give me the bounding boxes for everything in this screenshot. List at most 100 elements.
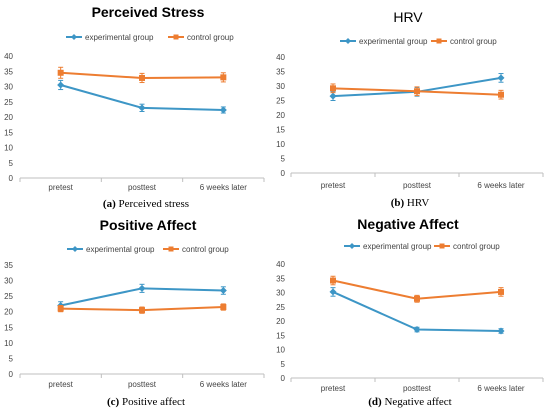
data-point-control-group (220, 74, 227, 81)
data-point-experimental-group (497, 327, 505, 335)
legend-label-experimental-group: experimental group (85, 33, 154, 42)
legend-marker-experimental-group (71, 34, 77, 40)
y-tick-label: 15 (4, 323, 13, 332)
x-tick-label-pretest: pretest (321, 384, 346, 393)
y-tick-label: 15 (276, 331, 285, 340)
chart-panel-negative-affect: Negative Affect experimental group control… (276, 216, 544, 408)
data-point-control-group (414, 88, 420, 95)
data-point-control-group (220, 304, 227, 311)
y-tick-label: 5 (9, 159, 14, 168)
x-tick-label-pretest: pretest (321, 181, 346, 190)
data-point-control-group (414, 295, 420, 302)
y-tick-label: 20 (4, 113, 13, 122)
x-tick-label-6-weeks-later: 6 weeks later (200, 183, 247, 192)
caption-letter: (d) (368, 396, 382, 408)
x-tick-label-6-weeks-later: 6 weeks later (200, 380, 247, 389)
data-point-control-group (139, 74, 145, 81)
legend-label-experimental-group: experimental group (363, 242, 432, 251)
caption-text: HRV (404, 197, 429, 209)
caption-letter: (a) (103, 198, 116, 210)
legend-marker-control-group (173, 34, 179, 40)
chart-title: Positive Affect (100, 217, 197, 233)
data-point-experimental-group (413, 326, 421, 334)
y-tick-label: 5 (281, 155, 286, 164)
data-point-experimental-group (138, 104, 146, 112)
caption-text: Positive affect (119, 396, 185, 408)
x-tick-label-6-weeks-later: 6 weeks later (477, 181, 524, 190)
data-point-control-group (330, 277, 336, 284)
chart-title: HRV (393, 9, 423, 25)
data-point-experimental-group (329, 92, 337, 100)
y-tick-label: 20 (4, 308, 13, 317)
y-tick-label: 10 (276, 346, 285, 355)
x-tick-label-pretest: pretest (48, 380, 73, 389)
y-tick-label: 0 (281, 169, 286, 178)
legend-label-control-group: control group (182, 245, 229, 254)
y-tick-label: 25 (276, 97, 285, 106)
caption-text: Negative affect (382, 396, 452, 408)
y-tick-label: 15 (276, 126, 285, 135)
caption-letter: (c) (107, 396, 120, 408)
x-tick-label-pretest: pretest (48, 183, 73, 192)
legend-marker-control-group (168, 246, 174, 252)
data-point-control-group (498, 91, 504, 98)
caption-text: Perceived stress (116, 198, 189, 210)
y-tick-label: 35 (4, 261, 13, 270)
y-tick-label: 0 (281, 374, 286, 383)
legend-label-control-group: control group (450, 37, 497, 46)
chart-caption: (a) Perceived stress (103, 198, 189, 210)
caption-letter: (b) (391, 197, 405, 209)
legend-marker-control-group (439, 243, 445, 249)
data-point-experimental-group (57, 81, 65, 89)
legend-label-control-group: control group (187, 33, 234, 42)
x-tick-label-posttest: posttest (128, 380, 157, 389)
data-point-control-group (139, 307, 145, 314)
chart-title: Negative Affect (357, 216, 459, 232)
y-tick-label: 40 (276, 53, 285, 62)
data-point-control-group (498, 288, 504, 295)
legend-label-experimental-group: experimental group (359, 37, 428, 46)
legend-marker-experimental-group (345, 38, 351, 44)
data-point-experimental-group (219, 287, 227, 295)
chart-panel-perceived-stress: Perceived Stress experimental group contro… (4, 4, 265, 210)
y-tick-label: 0 (9, 370, 14, 379)
x-tick-label-6-weeks-later: 6 weeks later (477, 384, 524, 393)
chart-panel-positive-affect: Positive Affect experimental group control… (4, 217, 265, 408)
y-tick-label: 40 (276, 260, 285, 269)
y-tick-label: 35 (276, 68, 285, 77)
data-point-control-group (330, 85, 336, 92)
y-tick-label: 25 (4, 98, 13, 107)
x-tick-label-posttest: posttest (128, 183, 157, 192)
y-tick-label: 35 (276, 274, 285, 283)
chart-caption: (b) HRV (391, 197, 430, 209)
y-tick-label: 25 (4, 292, 13, 301)
data-point-experimental-group (138, 284, 146, 292)
chart-caption: (c) Positive affect (107, 396, 185, 408)
y-tick-label: 40 (4, 52, 13, 61)
chart-panel-hrv: HRV experimental group control group 0 5 10 15… (276, 9, 544, 209)
x-tick-label-posttest: posttest (403, 181, 432, 190)
y-tick-label: 30 (4, 83, 13, 92)
data-point-experimental-group (329, 288, 337, 296)
y-tick-label: 30 (276, 289, 285, 298)
data-point-experimental-group (497, 74, 505, 82)
y-tick-label: 20 (276, 111, 285, 120)
y-tick-label: 5 (281, 360, 286, 369)
y-tick-label: 25 (276, 303, 285, 312)
y-tick-label: 10 (4, 339, 13, 348)
y-tick-label: 0 (9, 174, 14, 183)
y-tick-label: 10 (4, 144, 13, 153)
y-tick-label: 20 (276, 317, 285, 326)
legend-label-control-group: control group (453, 242, 500, 251)
data-point-control-group (57, 305, 64, 312)
chart-caption: (d) Negative affect (368, 396, 452, 408)
y-tick-label: 35 (4, 67, 13, 76)
x-tick-label-posttest: posttest (403, 384, 432, 393)
y-tick-label: 5 (9, 354, 14, 363)
legend-marker-experimental-group (72, 246, 78, 252)
y-tick-label: 15 (4, 128, 13, 137)
legend-label-experimental-group: experimental group (86, 245, 155, 254)
y-tick-label: 30 (276, 82, 285, 91)
data-point-control-group (57, 69, 64, 76)
